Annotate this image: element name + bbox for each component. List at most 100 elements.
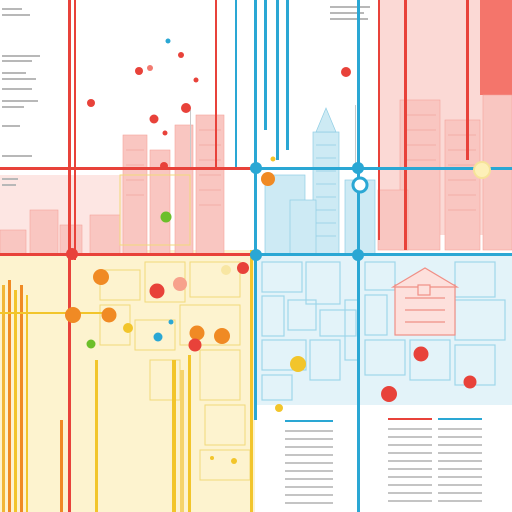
grid-nodes bbox=[66, 161, 491, 261]
blue-city-grid-shape bbox=[364, 261, 396, 291]
scatter-dots-dot bbox=[153, 332, 163, 342]
text-line bbox=[330, 6, 370, 8]
text-line bbox=[2, 78, 36, 80]
building bbox=[0, 229, 27, 256]
text-line bbox=[2, 8, 22, 10]
bottom-text-blocks-shape bbox=[388, 484, 432, 486]
bottom-text-blocks-shape bbox=[388, 468, 432, 470]
bottom-text-blocks-shape bbox=[438, 468, 482, 470]
scatter-dots-dot bbox=[413, 346, 429, 362]
bottom-text-blocks-shape bbox=[285, 454, 333, 456]
scatter-dots-dot bbox=[162, 130, 168, 136]
text-line bbox=[2, 72, 26, 74]
bottom-text-blocks-shape bbox=[438, 428, 482, 430]
building bbox=[195, 114, 225, 256]
yellow-bars-shape bbox=[14, 290, 17, 512]
scatter-dots-dot bbox=[341, 67, 351, 77]
node bbox=[261, 172, 275, 186]
red-vertical-line bbox=[215, 0, 217, 170]
yellow-city-grid-shape bbox=[119, 174, 191, 246]
bottom-text-blocks-shape bbox=[438, 500, 482, 502]
scatter-dots-dot bbox=[168, 319, 174, 325]
scatter-dots-dot bbox=[101, 307, 117, 323]
blue-horizontal-line bbox=[250, 167, 512, 170]
text-line bbox=[2, 14, 30, 16]
scatter-dots-dot bbox=[149, 283, 165, 299]
scatter-dots-dot bbox=[237, 262, 249, 274]
node-ring bbox=[473, 161, 491, 179]
bottom-text-blocks-shape bbox=[285, 438, 333, 440]
blue-city-grid-shape bbox=[261, 261, 303, 293]
yellow-bars-shape bbox=[188, 355, 191, 512]
node bbox=[352, 162, 364, 174]
red-landmark-building-shape bbox=[417, 284, 431, 296]
yellow-bars-shape bbox=[180, 370, 184, 512]
scatter-dots-dot bbox=[188, 338, 202, 352]
blue-city-grid bbox=[261, 261, 506, 401]
scatter-dots-dot bbox=[86, 339, 96, 349]
blue-city-grid-shape bbox=[261, 339, 307, 371]
yellow-bars-shape bbox=[2, 285, 5, 512]
scatter-dots-dot bbox=[189, 325, 205, 341]
bottom-text-blocks-shape bbox=[388, 476, 432, 478]
red-horizontal-line bbox=[0, 167, 390, 170]
node-ring bbox=[351, 176, 369, 194]
yellow-bars-shape bbox=[95, 360, 98, 512]
bottom-text-blocks-shape bbox=[285, 470, 333, 472]
yellow-horizontal-line bbox=[0, 312, 110, 314]
building bbox=[29, 209, 59, 256]
blue-vertical-line bbox=[276, 0, 279, 160]
text-line bbox=[330, 12, 364, 14]
blue-city-grid-shape bbox=[319, 309, 357, 337]
node bbox=[250, 249, 262, 261]
yellow-city-grid-shape bbox=[199, 349, 241, 401]
yellow-bars bbox=[2, 250, 253, 512]
scatter-dots-dot bbox=[193, 77, 199, 83]
blue-vertical-line bbox=[286, 0, 289, 150]
yellow-city-grid-shape bbox=[179, 304, 241, 346]
scatter-dots-dot bbox=[381, 386, 397, 402]
blue-city-grid-shape bbox=[261, 374, 293, 401]
bottom-text-blocks-shape bbox=[388, 460, 432, 462]
yellow-bars-shape bbox=[26, 295, 28, 512]
scatter-dots-dot bbox=[173, 277, 187, 291]
text-line bbox=[2, 100, 38, 102]
red-block-top-right bbox=[480, 0, 512, 95]
red-vertical-line bbox=[378, 0, 380, 240]
text-line bbox=[2, 55, 40, 57]
scatter-dots-dot bbox=[270, 156, 276, 162]
bottom-text-blocks-shape bbox=[438, 492, 482, 494]
blue-building-windows bbox=[316, 144, 336, 237]
red-vertical-line bbox=[404, 0, 407, 250]
bottom-text-blocks-shape bbox=[438, 460, 482, 462]
scatter-dots-dot bbox=[123, 323, 133, 333]
red-horizontal-line bbox=[0, 253, 260, 256]
top-right-text-block bbox=[330, 6, 370, 20]
central-tower-spire bbox=[315, 107, 337, 133]
bottom-text-blocks-shape bbox=[285, 478, 333, 480]
bottom-text-blocks-shape bbox=[285, 494, 333, 496]
red-vertical-line bbox=[74, 0, 76, 260]
scatter-dots-dot bbox=[463, 375, 477, 389]
blue-vertical-line bbox=[264, 0, 267, 130]
bottom-text-blocks-shape bbox=[388, 444, 432, 446]
yellow-city-grid bbox=[99, 174, 251, 481]
yellow-city-grid-shape bbox=[204, 404, 246, 446]
text-line bbox=[2, 155, 32, 157]
left-text-blocks bbox=[2, 8, 40, 186]
bottom-text-blocks-shape bbox=[285, 502, 333, 504]
scatter-dots-dot bbox=[93, 269, 109, 285]
scatter-dots-dot bbox=[210, 456, 214, 460]
scatter-dots-dot bbox=[181, 103, 191, 113]
bottom-text-blocks-shape bbox=[388, 428, 432, 430]
scatter-dots-dot bbox=[135, 67, 143, 75]
red-vertical-line bbox=[466, 0, 469, 160]
bottom-text-blocks-shape bbox=[285, 420, 333, 422]
building bbox=[444, 119, 481, 251]
text-line bbox=[2, 178, 18, 180]
text-line bbox=[2, 88, 32, 90]
bottom-text-blocks-shape bbox=[438, 444, 482, 446]
blue-city-grid-shape bbox=[454, 261, 496, 298]
scatter-dots bbox=[65, 38, 477, 464]
